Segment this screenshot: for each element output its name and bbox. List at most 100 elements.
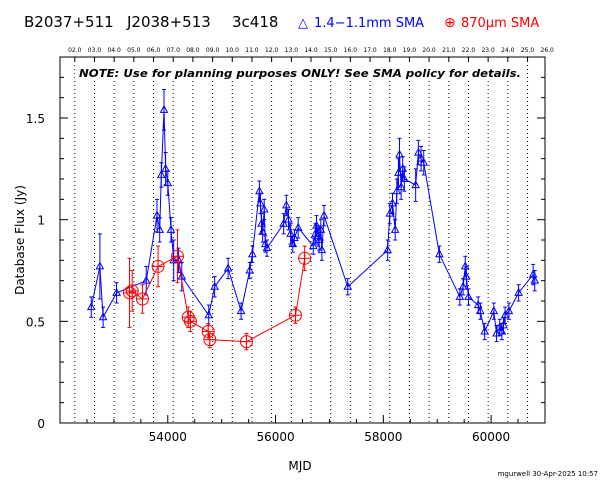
top-tick-label: 24.0 (501, 47, 515, 54)
top-tick-label: 04.0 (107, 47, 121, 54)
note-background (75, 64, 524, 81)
data-point-triangle (390, 224, 400, 233)
series-sma-870um (123, 229, 312, 351)
data-point-triangle (530, 275, 540, 284)
data-point-triangle (504, 306, 514, 315)
data-point-triangle (112, 287, 121, 296)
x-axis: 54000 56000 58000 60000 (86, 415, 519, 444)
legend-label-sma-1mm: 1.4−1.1mm SMA (314, 16, 424, 31)
top-tick-label: 06.0 (147, 47, 161, 54)
top-tick-label: 19.0 (403, 47, 417, 54)
series-layer (86, 89, 540, 351)
x-axis-label: MJD (288, 459, 311, 473)
data-point-triangle (156, 169, 166, 178)
data-point-triangle (236, 306, 246, 315)
top-tick-label: 13.0 (285, 47, 299, 54)
top-tick-label: 26.0 (541, 47, 555, 54)
top-tick-label: 18.0 (383, 47, 397, 54)
top-tick-label: 05.0 (127, 47, 141, 54)
data-point-triangle (286, 228, 295, 237)
data-point-triangle (343, 281, 353, 290)
data-point-triangle (279, 218, 288, 227)
data-point-triangle (392, 186, 402, 195)
data-point-triangle (248, 249, 257, 258)
y-tick-label: 1 (37, 214, 45, 228)
top-tick-label: 10.0 (226, 47, 240, 54)
data-point-triangle (256, 198, 265, 207)
source-name-3: 3c418 (232, 13, 278, 31)
data-point-triangle (475, 306, 485, 315)
top-tick-label: 22.0 (462, 47, 476, 54)
data-point-triangle (152, 210, 162, 219)
top-tick-label: 09.0 (206, 47, 220, 54)
data-point-triangle (396, 182, 406, 191)
top-tick-label: 16.0 (344, 47, 358, 54)
year-gridlines (74, 57, 529, 423)
data-point-triangle (492, 328, 501, 337)
plot-frame (59, 56, 546, 424)
data-point-triangle (262, 243, 272, 252)
data-point-triangle (257, 218, 266, 227)
data-point-triangle (319, 210, 329, 219)
data-point-triangle (141, 275, 151, 284)
data-point-triangle (461, 271, 471, 280)
data-point-triangle (499, 320, 508, 329)
y-tick-label: 0.5 (26, 315, 45, 329)
series-sma-1mm (86, 89, 540, 343)
data-point-triangle (293, 222, 303, 231)
y-tick-label: 0 (37, 417, 45, 431)
legend-label-sma-870um: 870μm SMA (461, 16, 539, 31)
top-tick-label: 25.0 (521, 47, 535, 54)
data-point-triangle (435, 249, 444, 258)
data-point-triangle (86, 302, 96, 311)
top-tick-label: 07.0 (167, 47, 181, 54)
source-name-1: B2037+511 (24, 13, 114, 31)
data-point-triangle (395, 149, 404, 158)
data-point-triangle (155, 224, 165, 233)
data-point-triangle (95, 261, 105, 270)
data-point-triangle (383, 245, 392, 254)
data-point-triangle (385, 208, 395, 217)
data-point-triangle (245, 265, 255, 274)
data-point-triangle (316, 224, 326, 233)
data-point-triangle (480, 326, 489, 335)
data-point-triangle (312, 220, 321, 229)
top-axis-year-ticks: 02.0 03.0 04.0 05.0 06.0 07.0 08.0 09.0 10.0 11.0… (68, 47, 554, 61)
top-tick-label: 11.0 (245, 47, 259, 54)
footer-credit: mgurwell 30-Apr-2025 10:57 (498, 470, 598, 478)
legend-symbol-sma-1mm: △ (298, 16, 308, 31)
data-point-triangle (394, 167, 403, 176)
data-point-triangle (210, 281, 219, 290)
data-point-triangle (500, 310, 510, 319)
top-tick-label: 23.0 (481, 47, 495, 54)
data-point-triangle (489, 306, 499, 315)
planning-note: NOTE: Use for planning purposes ONLY! Se… (79, 68, 521, 80)
y-axis-label: Database Flux (Jy) (13, 185, 27, 295)
data-point-triangle (458, 281, 468, 290)
top-tick-label: 17.0 (363, 47, 377, 54)
data-point-triangle (258, 226, 267, 235)
data-point-triangle (98, 312, 108, 321)
top-tick-label: 12.0 (265, 47, 279, 54)
data-point-triangle (290, 232, 299, 241)
data-point-triangle (419, 157, 429, 166)
top-tick-label: 21.0 (442, 47, 456, 54)
data-point-triangle (411, 180, 421, 189)
top-tick-label: 03.0 (88, 47, 102, 54)
top-tick-label: 14.0 (304, 47, 318, 54)
source-name-2: J2038+513 (126, 13, 211, 31)
data-point-triangle (159, 104, 169, 113)
data-point-triangle (259, 204, 269, 213)
data-point-triangle (400, 173, 409, 182)
data-point-triangle (514, 287, 523, 296)
data-point-triangle (204, 310, 214, 319)
top-tick-label: 02.0 (68, 47, 82, 54)
data-point-triangle (308, 241, 318, 250)
series-line (129, 255, 306, 343)
data-point-triangle (460, 261, 470, 270)
x-tick-label: 58000 (364, 430, 402, 444)
x-tick-label: 54000 (149, 430, 187, 444)
data-point-triangle (464, 291, 473, 300)
data-point-triangle (416, 153, 426, 162)
